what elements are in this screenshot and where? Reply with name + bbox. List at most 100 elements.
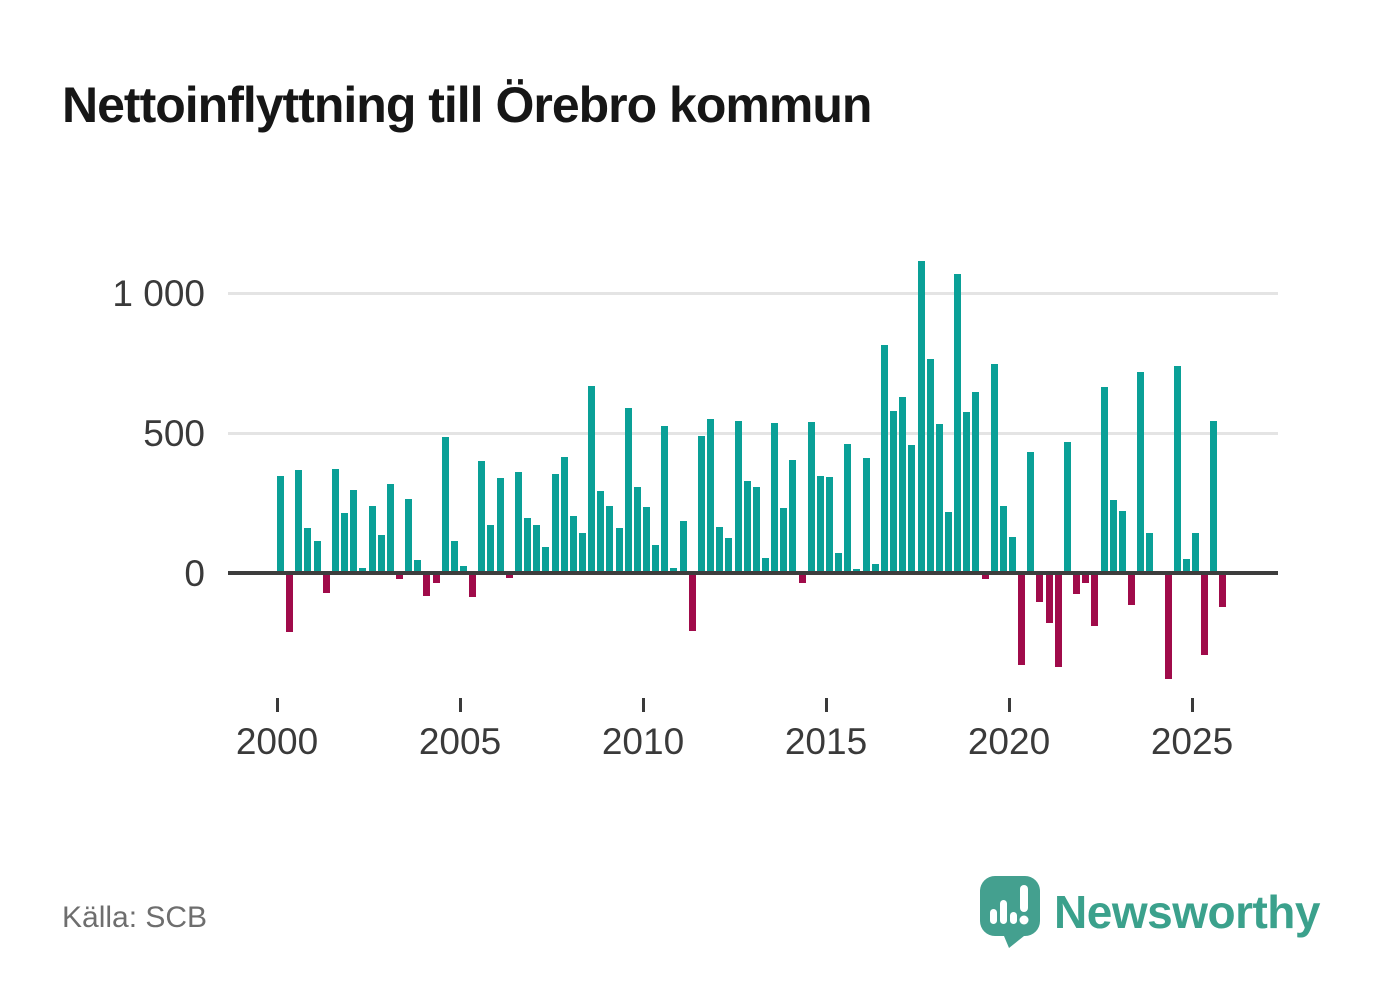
y-axis-tick-label: 1 000 bbox=[112, 273, 205, 314]
bar-2021Q2 bbox=[1054, 573, 1062, 668]
bar-2025Q2 bbox=[1201, 573, 1209, 656]
bar-2008Q2 bbox=[578, 533, 586, 573]
bar-2017Q1 bbox=[899, 396, 907, 573]
bar-2002Q1 bbox=[350, 490, 358, 573]
bar-2001Q2 bbox=[322, 573, 330, 593]
bar-2018Q3 bbox=[954, 273, 962, 573]
x-axis-tick-label: 2020 bbox=[967, 721, 1051, 762]
bar-2010Q1 bbox=[643, 506, 650, 573]
bar-2022Q3 bbox=[1100, 387, 1108, 573]
bar-2011Q2 bbox=[688, 573, 696, 631]
bar-2007Q4 bbox=[560, 456, 568, 573]
bar-2004Q2 bbox=[432, 573, 440, 584]
x-axis-tick bbox=[1191, 698, 1194, 712]
bar-2004Q1 bbox=[423, 573, 431, 597]
bar-2013Q1 bbox=[752, 486, 760, 573]
bar-2024Q4 bbox=[1182, 558, 1190, 573]
bar-2003Q1 bbox=[386, 484, 394, 573]
bar-2022Q4 bbox=[1109, 500, 1117, 573]
bar-2014Q2 bbox=[798, 573, 806, 583]
bar-2022Q2 bbox=[1091, 573, 1099, 626]
bar-2006Q1 bbox=[496, 478, 504, 573]
bar-2003Q2 bbox=[395, 573, 403, 579]
newsworthy-logo-icon bbox=[980, 876, 1041, 948]
bar-2000Q3 bbox=[295, 470, 303, 573]
bar-2011Q1 bbox=[679, 521, 687, 573]
bar-2002Q3 bbox=[368, 505, 376, 573]
bar-2009Q4 bbox=[633, 487, 641, 573]
x-axis-tick-label: 2000 bbox=[235, 721, 319, 762]
bar-2005Q2 bbox=[469, 573, 477, 598]
bar-2010Q4 bbox=[670, 568, 678, 573]
bar-2008Q1 bbox=[569, 515, 577, 573]
bar-2019Q1 bbox=[972, 392, 980, 573]
bar-2010Q3 bbox=[661, 425, 669, 573]
x-axis-tick bbox=[1008, 698, 1011, 712]
gridline-1000 bbox=[228, 291, 1278, 295]
bar-2016Q2 bbox=[871, 564, 879, 573]
bar-2024Q2 bbox=[1164, 573, 1172, 680]
bar-2007Q3 bbox=[551, 473, 559, 573]
x-axis-tick-label: 2010 bbox=[601, 721, 685, 762]
x-axis-tick bbox=[459, 698, 462, 712]
bar-2022Q1 bbox=[1082, 573, 1090, 584]
bar-2017Q3 bbox=[917, 261, 925, 573]
bar-2001Q3 bbox=[331, 468, 339, 573]
bar-2011Q3 bbox=[697, 436, 705, 573]
bar-2009Q3 bbox=[624, 408, 632, 573]
y-axis-tick-label: 0 bbox=[184, 553, 205, 594]
bar-2021Q1 bbox=[1045, 573, 1053, 624]
bar-2000Q1 bbox=[277, 476, 284, 573]
bar-2002Q4 bbox=[377, 535, 385, 573]
bar-2019Q3 bbox=[990, 364, 998, 573]
x-axis-tick-label: 2015 bbox=[784, 721, 868, 762]
bar-2003Q3 bbox=[405, 499, 413, 573]
source-label: Källa: SCB bbox=[62, 901, 208, 934]
bar-2016Q1 bbox=[862, 458, 870, 573]
bar-2007Q2 bbox=[542, 546, 550, 573]
bar-2005Q3 bbox=[478, 461, 486, 573]
bar-2019Q2 bbox=[981, 573, 989, 580]
bar-2017Q4 bbox=[926, 358, 934, 573]
bar-2025Q4 bbox=[1219, 573, 1227, 607]
bar-2024Q3 bbox=[1173, 365, 1181, 573]
bar-2013Q3 bbox=[771, 422, 779, 573]
zero-axis-line bbox=[228, 571, 1278, 575]
bar-2013Q4 bbox=[780, 508, 788, 573]
bar-2006Q3 bbox=[514, 471, 522, 573]
bar-2018Q4 bbox=[963, 411, 971, 573]
bar-2014Q3 bbox=[807, 422, 815, 573]
bar-2020Q3 bbox=[1027, 451, 1035, 573]
bar-2008Q4 bbox=[597, 490, 605, 573]
bar-2011Q4 bbox=[707, 419, 715, 573]
bar-2002Q2 bbox=[359, 567, 367, 573]
x-axis-tick-label: 2025 bbox=[1150, 721, 1234, 762]
bar-2012Q2 bbox=[725, 537, 733, 573]
x-axis-tick bbox=[825, 698, 828, 712]
newsworthy-logo: Newsworthy bbox=[980, 876, 1320, 948]
bar-2019Q4 bbox=[999, 506, 1007, 573]
bar-2017Q2 bbox=[908, 445, 916, 573]
bar-2023Q3 bbox=[1137, 371, 1145, 573]
x-axis-tick bbox=[276, 698, 279, 712]
bar-2001Q1 bbox=[313, 541, 321, 573]
bar-2012Q3 bbox=[734, 420, 742, 573]
bar-2012Q1 bbox=[716, 526, 724, 573]
bar-2023Q2 bbox=[1127, 573, 1135, 606]
bar-2006Q2 bbox=[505, 573, 513, 579]
bar-2015Q1 bbox=[826, 476, 833, 573]
bar-2020Q1 bbox=[1009, 536, 1016, 573]
bar-2005Q1 bbox=[460, 566, 467, 573]
bar-2003Q4 bbox=[414, 560, 422, 573]
bar-2023Q4 bbox=[1146, 532, 1154, 573]
x-axis-tick bbox=[642, 698, 645, 712]
bar-2016Q4 bbox=[890, 411, 898, 573]
bar-2023Q1 bbox=[1118, 511, 1126, 573]
bar-2005Q4 bbox=[487, 525, 495, 573]
bar-2010Q2 bbox=[652, 545, 660, 573]
y-axis-tick-label: 500 bbox=[143, 413, 205, 454]
bar-2009Q1 bbox=[606, 506, 614, 573]
bar-2000Q2 bbox=[286, 573, 294, 632]
